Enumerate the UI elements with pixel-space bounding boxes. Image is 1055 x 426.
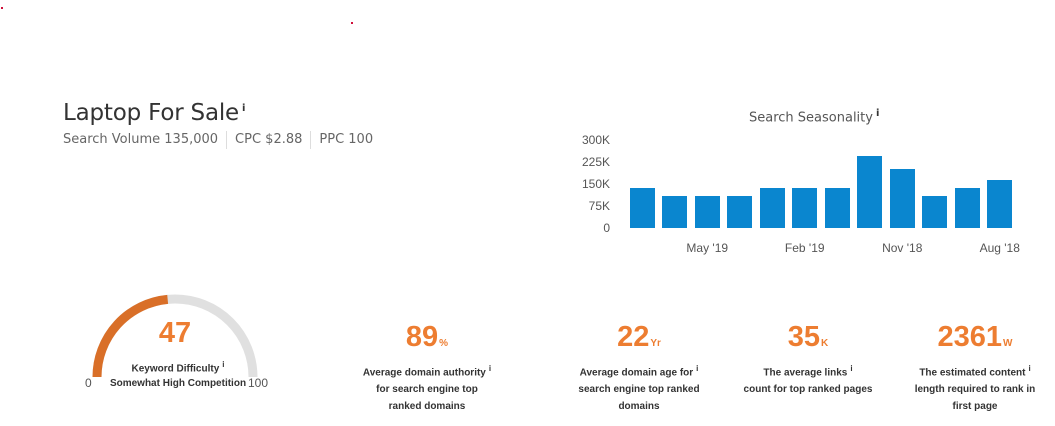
metric-unit: % <box>439 338 449 349</box>
keyword-title: Laptop For Sale i <box>63 100 245 126</box>
info-icon[interactable]: i <box>850 364 853 373</box>
desc-line: ranked domains <box>388 401 466 413</box>
info-icon[interactable]: i <box>875 108 880 119</box>
metric-domain-authority: 89% Average domain authority i for search… <box>352 320 502 415</box>
info-icon[interactable]: i <box>242 103 246 115</box>
difficulty-label-text: Keyword Difficulty <box>131 363 220 375</box>
desc-line: The average links <box>763 367 848 379</box>
y-tick-label: 75K <box>588 199 610 213</box>
metric-description: Average domain age for i search engine to… <box>564 360 714 415</box>
gauge-max-label: 100 <box>248 376 269 390</box>
desc-line: domains <box>618 401 660 413</box>
season-bar[interactable] <box>889 169 915 228</box>
ppc-stat: PPC 100 <box>319 132 374 147</box>
info-icon[interactable]: i <box>222 360 225 369</box>
desc-line: length required to rank in <box>914 384 1036 396</box>
desc-line: Average domain age for <box>579 367 694 379</box>
gauge-min-label: 0 <box>85 376 92 390</box>
metric-description: The average links i count for top ranked … <box>733 360 883 398</box>
metric-number: 89 <box>405 321 439 353</box>
desc-line: for search engine top <box>376 384 478 396</box>
metric-description: Average domain authority i for search eng… <box>352 360 502 415</box>
season-bar[interactable] <box>824 188 850 228</box>
metric-unit: K <box>821 338 829 349</box>
cpc-stat: CPC $2.88 <box>227 131 312 149</box>
season-bar[interactable] <box>922 195 948 228</box>
season-bar[interactable] <box>792 188 818 228</box>
info-icon[interactable]: i <box>1028 364 1031 373</box>
metric-average-links: 35K The average links i count for top ran… <box>733 320 883 398</box>
search-volume-stat: Search Volume 135,000 <box>63 131 228 149</box>
season-bar[interactable] <box>954 188 980 228</box>
x-tick-label: Aug '18 <box>979 241 1020 255</box>
gauge-fill <box>92 294 169 378</box>
difficulty-gauge <box>92 294 258 378</box>
metric-unit: W <box>1003 338 1013 349</box>
metric-content-length: 2361W The estimated content i length requ… <box>900 320 1050 415</box>
metric-number: 2361 <box>937 321 1003 353</box>
metric-number: 35 <box>787 321 821 353</box>
info-icon[interactable]: i <box>696 364 699 373</box>
x-tick-label: Nov '18 <box>882 241 923 255</box>
seasonality-title-text: Search Seasonality <box>749 110 873 126</box>
keyword-stats: Search Volume 135,000 CPC $2.88 PPC 100 <box>63 131 381 149</box>
difficulty-sublabel: Somewhat High Competition <box>109 378 247 389</box>
season-bar[interactable] <box>857 155 883 228</box>
metric-description: The estimated content i length required t… <box>900 360 1050 415</box>
metric-unit: Yr <box>650 338 661 349</box>
seasonality-title: Search Seasonality i <box>749 108 879 125</box>
y-tick-label: 225K <box>581 155 610 169</box>
y-tick-label: 300K <box>581 133 610 147</box>
season-bar[interactable] <box>987 179 1013 228</box>
keyword-title-text: Laptop For Sale <box>63 100 239 126</box>
season-bar[interactable] <box>727 195 753 228</box>
x-tick-label: May '19 <box>686 241 729 255</box>
y-tick-label: 0 <box>603 221 610 235</box>
desc-line: The estimated content <box>919 367 1026 379</box>
desc-line: search engine top ranked <box>578 384 700 396</box>
desc-line: Average domain authority <box>362 367 486 379</box>
stray-dot <box>1 7 3 9</box>
desc-line: count for top ranked pages <box>743 384 873 396</box>
season-bar[interactable] <box>662 195 688 228</box>
x-tick-label: Feb '19 <box>784 241 825 255</box>
metric-number: 22 <box>617 321 650 353</box>
y-tick-label: 150K <box>581 177 610 191</box>
season-bar[interactable] <box>759 188 785 228</box>
info-icon[interactable]: i <box>488 364 492 373</box>
stray-dot <box>351 22 353 24</box>
metric-domain-age: 22Yr Average domain age for i search engi… <box>564 320 714 415</box>
season-bar[interactable] <box>694 195 720 228</box>
desc-line: first page <box>952 401 998 413</box>
difficulty-label: Keyword Difficulty i <box>98 360 258 374</box>
difficulty-score: 47 <box>158 317 192 349</box>
season-bar[interactable] <box>629 188 655 228</box>
